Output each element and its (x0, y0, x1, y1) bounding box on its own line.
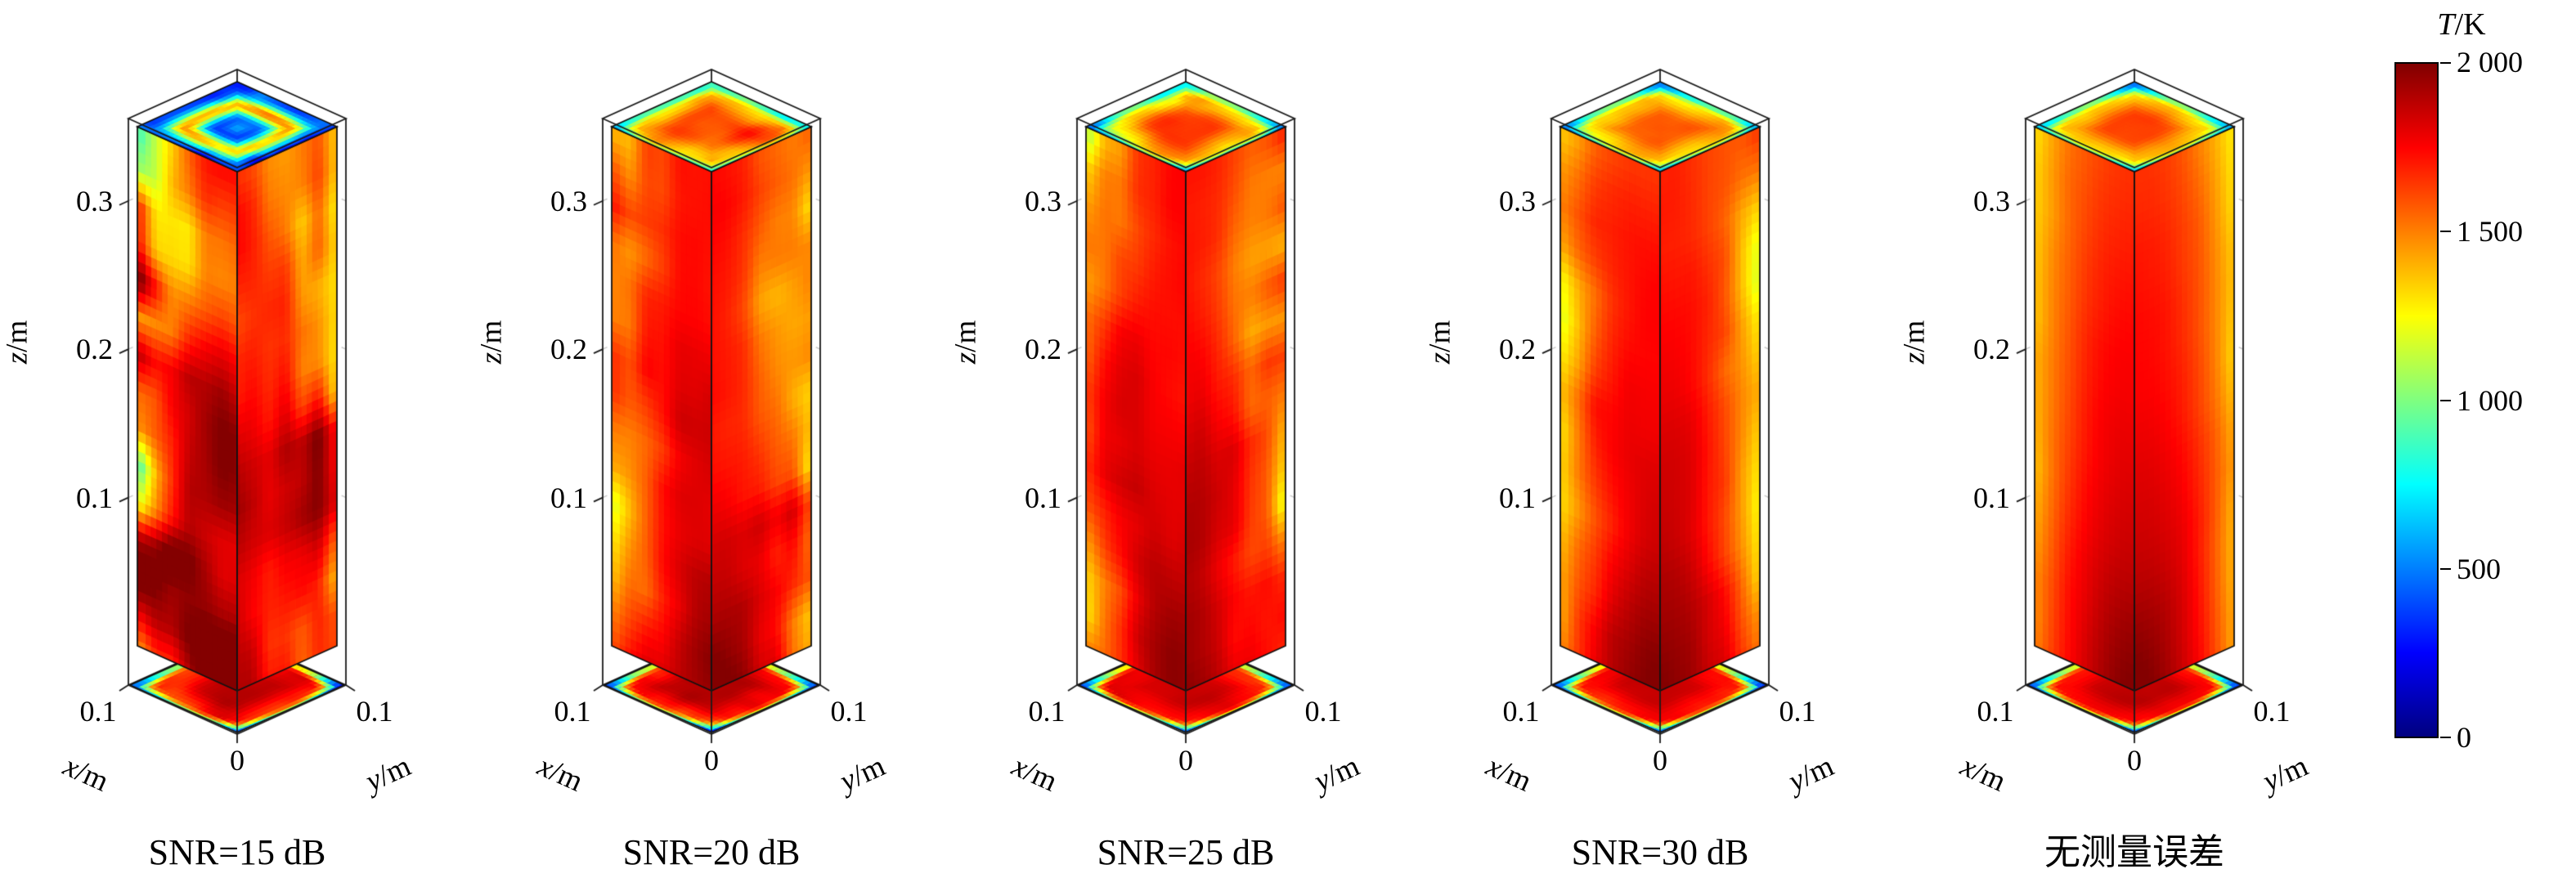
colorbar-tick (2440, 400, 2451, 401)
z-tick-label: 0.1 (550, 482, 587, 514)
colorbar-tick (2440, 737, 2451, 738)
panel-caption: SNR=15 dB (148, 832, 326, 872)
x-tick-label: 0.1 (1977, 695, 2014, 728)
panel-caption: 无测量误差 (2044, 832, 2224, 872)
x-tick-label: 0.1 (554, 695, 591, 728)
origin-tick-label: 0 (230, 744, 245, 777)
panel-snr-25-db: 0.3 0.2 0.1 z/m 0.1 0 0.1 x/m y/m SNR=25… (949, 0, 1423, 887)
z-tick-label: 0.3 (550, 185, 587, 217)
temperature-volume-canvas (949, 0, 1423, 801)
panel-snr-30-db: 0.3 0.2 0.1 z/m 0.1 0 0.1 x/m y/m SNR=30… (1423, 0, 1897, 887)
colorbar-tick-label: 0 (2457, 721, 2471, 754)
panel-snr-20-db: 0.3 0.2 0.1 z/m 0.1 0 0.1 x/m y/m SNR=20… (474, 0, 949, 887)
origin-tick-label: 0 (1178, 744, 1193, 777)
y-tick-label: 0.1 (356, 695, 393, 728)
z-axis-label: z/m (1897, 320, 1932, 365)
y-tick-label: 0.1 (2253, 695, 2291, 728)
panel-caption: SNR=20 dB (622, 832, 801, 872)
colorbar-tick (2440, 62, 2451, 64)
z-tick-label: 0.3 (76, 185, 113, 217)
colorbar-tick-label: 2 000 (2457, 46, 2523, 78)
z-tick-label: 0.2 (550, 333, 587, 365)
z-tick-label: 0.3 (1499, 185, 1536, 217)
panel-caption: SNR=30 dB (1571, 832, 1749, 872)
z-axis-label: z/m (949, 320, 983, 365)
y-tick-label: 0.1 (830, 695, 868, 728)
z-axis-label: z/m (1423, 320, 1457, 365)
z-tick-label: 0.1 (76, 482, 113, 514)
temperature-volume-canvas (1897, 0, 2372, 801)
z-tick-label: 0.2 (76, 333, 113, 365)
z-tick-label: 0.1 (1025, 482, 1061, 514)
panel-caption: SNR=25 dB (1097, 832, 1275, 872)
colorbar-gradient (2394, 62, 2439, 738)
origin-tick-label: 0 (704, 744, 719, 777)
z-axis-label: z/m (0, 320, 34, 365)
colorbar-tick-label: 1 000 (2457, 384, 2523, 417)
panel-no-measurement-error: 0.3 0.2 0.1 z/m 0.1 0 0.1 x/m y/m 无测量误差 (1897, 0, 2372, 887)
z-tick-label: 0.1 (1973, 482, 2010, 514)
z-tick-label: 0.2 (1025, 333, 1061, 365)
x-tick-label: 0.1 (1028, 695, 1066, 728)
z-axis-label: z/m (474, 320, 509, 365)
x-tick-label: 0.1 (79, 695, 117, 728)
x-tick-label: 0.1 (1502, 695, 1540, 728)
temperature-volume-canvas (0, 0, 474, 801)
z-tick-label: 0.1 (1499, 482, 1536, 514)
colorbar-tick (2440, 231, 2451, 232)
z-tick-label: 0.3 (1025, 185, 1061, 217)
origin-tick-label: 0 (1653, 744, 1667, 777)
temperature-volume-canvas (474, 0, 949, 801)
z-tick-label: 0.3 (1973, 185, 2010, 217)
panel-snr-15-db: 0.3 0.2 0.1 z/m 0.1 0 0.1 x/m y/m SNR=15… (0, 0, 474, 887)
origin-tick-label: 0 (2127, 744, 2142, 777)
y-tick-label: 0.1 (1304, 695, 1342, 728)
z-tick-label: 0.2 (1499, 333, 1536, 365)
y-tick-label: 0.1 (1779, 695, 1816, 728)
colorbar-tick-label: 500 (2457, 553, 2501, 585)
colorbar-tick (2440, 568, 2451, 570)
temperature-volume-canvas (1423, 0, 1897, 801)
colorbar-title: T/K (2437, 7, 2486, 42)
colorbar: T/K 2 000 1 500 1 000 500 0 (2372, 0, 2576, 887)
z-tick-label: 0.2 (1973, 333, 2010, 365)
colorbar-tick-label: 1 500 (2457, 215, 2523, 248)
